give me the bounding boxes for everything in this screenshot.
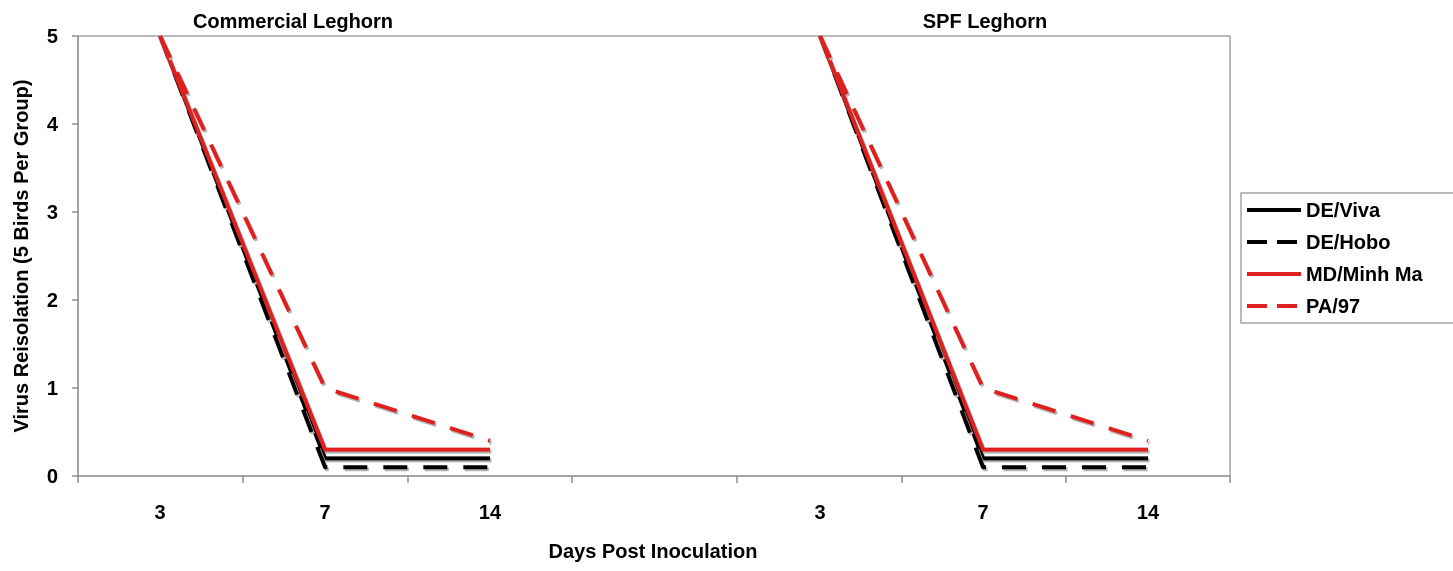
x-tick-label: 14 [479, 502, 502, 524]
y-tick-label: 3 [47, 202, 58, 224]
series-line-shadow [159, 37, 492, 472]
series-line-shadow [159, 37, 493, 445]
series-line-de-hobo [158, 35, 490, 470]
series-line-shadow [159, 37, 492, 463]
x-axis-title: Days Post Inoculation [549, 541, 758, 563]
y-tick-label: 2 [47, 290, 58, 312]
series-line-shadow [819, 37, 1150, 472]
tick-labels: 0 1 2 3 4 5 3 7 14 3 7 14 [47, 26, 1160, 524]
plot-border [77, 35, 1231, 477]
legend-box [1240, 192, 1453, 324]
y-tick-label: 0 [47, 466, 58, 488]
panel-title-commercial: Commercial Leghorn [193, 11, 393, 33]
x-tick-label: 3 [154, 502, 165, 524]
legend: DE/Viva DE/Hobo MD/Minh Ma PA/97 [1240, 192, 1453, 324]
y-tick-label: 5 [47, 26, 58, 48]
x-tick-label: 7 [319, 502, 330, 524]
plot-frame [72, 35, 1231, 483]
series-line-shadow [819, 37, 1150, 454]
series-line-shadow [819, 37, 1150, 463]
series-layer [158, 35, 1151, 472]
y-tick-label: 4 [47, 114, 59, 136]
legend-item-label: MD/Minh Ma [1306, 264, 1424, 286]
series-line-shadow [159, 37, 492, 454]
x-tick-label: 14 [1137, 502, 1160, 524]
legend-item-label: PA/97 [1306, 296, 1360, 318]
series-line-de-viva [158, 35, 490, 461]
panel-title-spf: SPF Leghorn [923, 11, 1047, 33]
x-tick-label: 3 [814, 502, 825, 524]
x-tick-label: 7 [977, 502, 988, 524]
series-line-md-minh-ma [818, 35, 1148, 452]
legend-item-label: DE/Hobo [1306, 232, 1390, 254]
legend-item-label: DE/Viva [1306, 200, 1381, 222]
series-line-shadow [819, 37, 1151, 445]
y-tick-label: 1 [47, 378, 58, 400]
y-axis-title: Virus Reisolation (5 Birds Per Group) [11, 79, 33, 432]
series-line-de-hobo [818, 35, 1148, 470]
series-line-de-viva [818, 35, 1148, 461]
series-line-pa-97 [158, 35, 491, 443]
series-line-pa-97 [818, 35, 1149, 443]
series-line-md-minh-ma [158, 35, 490, 452]
